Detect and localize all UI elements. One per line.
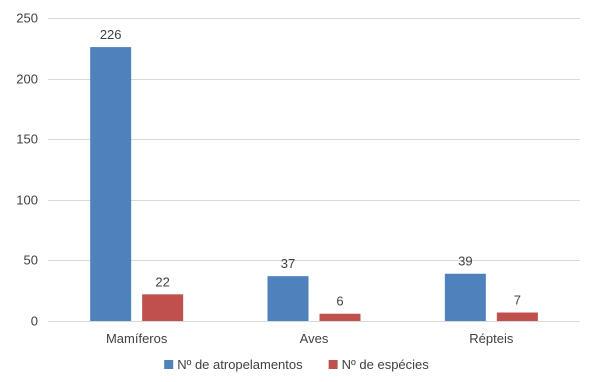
y-tick-label: 50 — [24, 253, 38, 268]
data-label: 226 — [100, 27, 122, 42]
x-category-label: Mamíferos — [106, 331, 168, 346]
y-axis-tick-labels: 0 50 100 150 200 250 — [16, 11, 38, 329]
legend-label: Nº de atropelamentos — [177, 357, 303, 372]
bar-atropelamentos-2 — [444, 273, 486, 321]
x-category-label: Répteis — [469, 331, 514, 346]
x-category-label: Aves — [300, 331, 329, 346]
y-tick-label: 150 — [16, 132, 38, 147]
y-tick-label: 250 — [16, 11, 38, 26]
y-tick-label: 200 — [16, 72, 38, 87]
legend-swatch — [328, 360, 338, 369]
bar-especies-2 — [496, 312, 538, 321]
data-label: 37 — [281, 256, 295, 271]
legend-item: Nº de atropelamentos — [164, 357, 303, 372]
x-axis-category-labels: Mamíferos Aves Répteis — [106, 331, 514, 346]
bar-atropelamentos-0 — [90, 47, 132, 321]
legend: Nº de atropelamentos Nº de espécies — [164, 357, 429, 372]
bar-atropelamentos-1 — [267, 276, 309, 321]
bar-especies-0 — [142, 294, 184, 321]
legend-item: Nº de espécies — [328, 357, 430, 372]
data-labels: 226 22 37 6 39 7 — [100, 27, 521, 309]
data-label: 22 — [155, 274, 169, 289]
grid-lines — [48, 18, 580, 322]
legend-swatch — [164, 360, 174, 369]
y-tick-label: 0 — [31, 314, 38, 329]
bars — [90, 47, 538, 321]
y-tick-label: 100 — [16, 193, 38, 208]
data-label: 7 — [514, 293, 521, 308]
data-label: 6 — [336, 294, 343, 309]
bar-especies-1 — [319, 313, 361, 321]
legend-label: Nº de espécies — [342, 357, 430, 372]
data-label: 39 — [458, 254, 472, 269]
